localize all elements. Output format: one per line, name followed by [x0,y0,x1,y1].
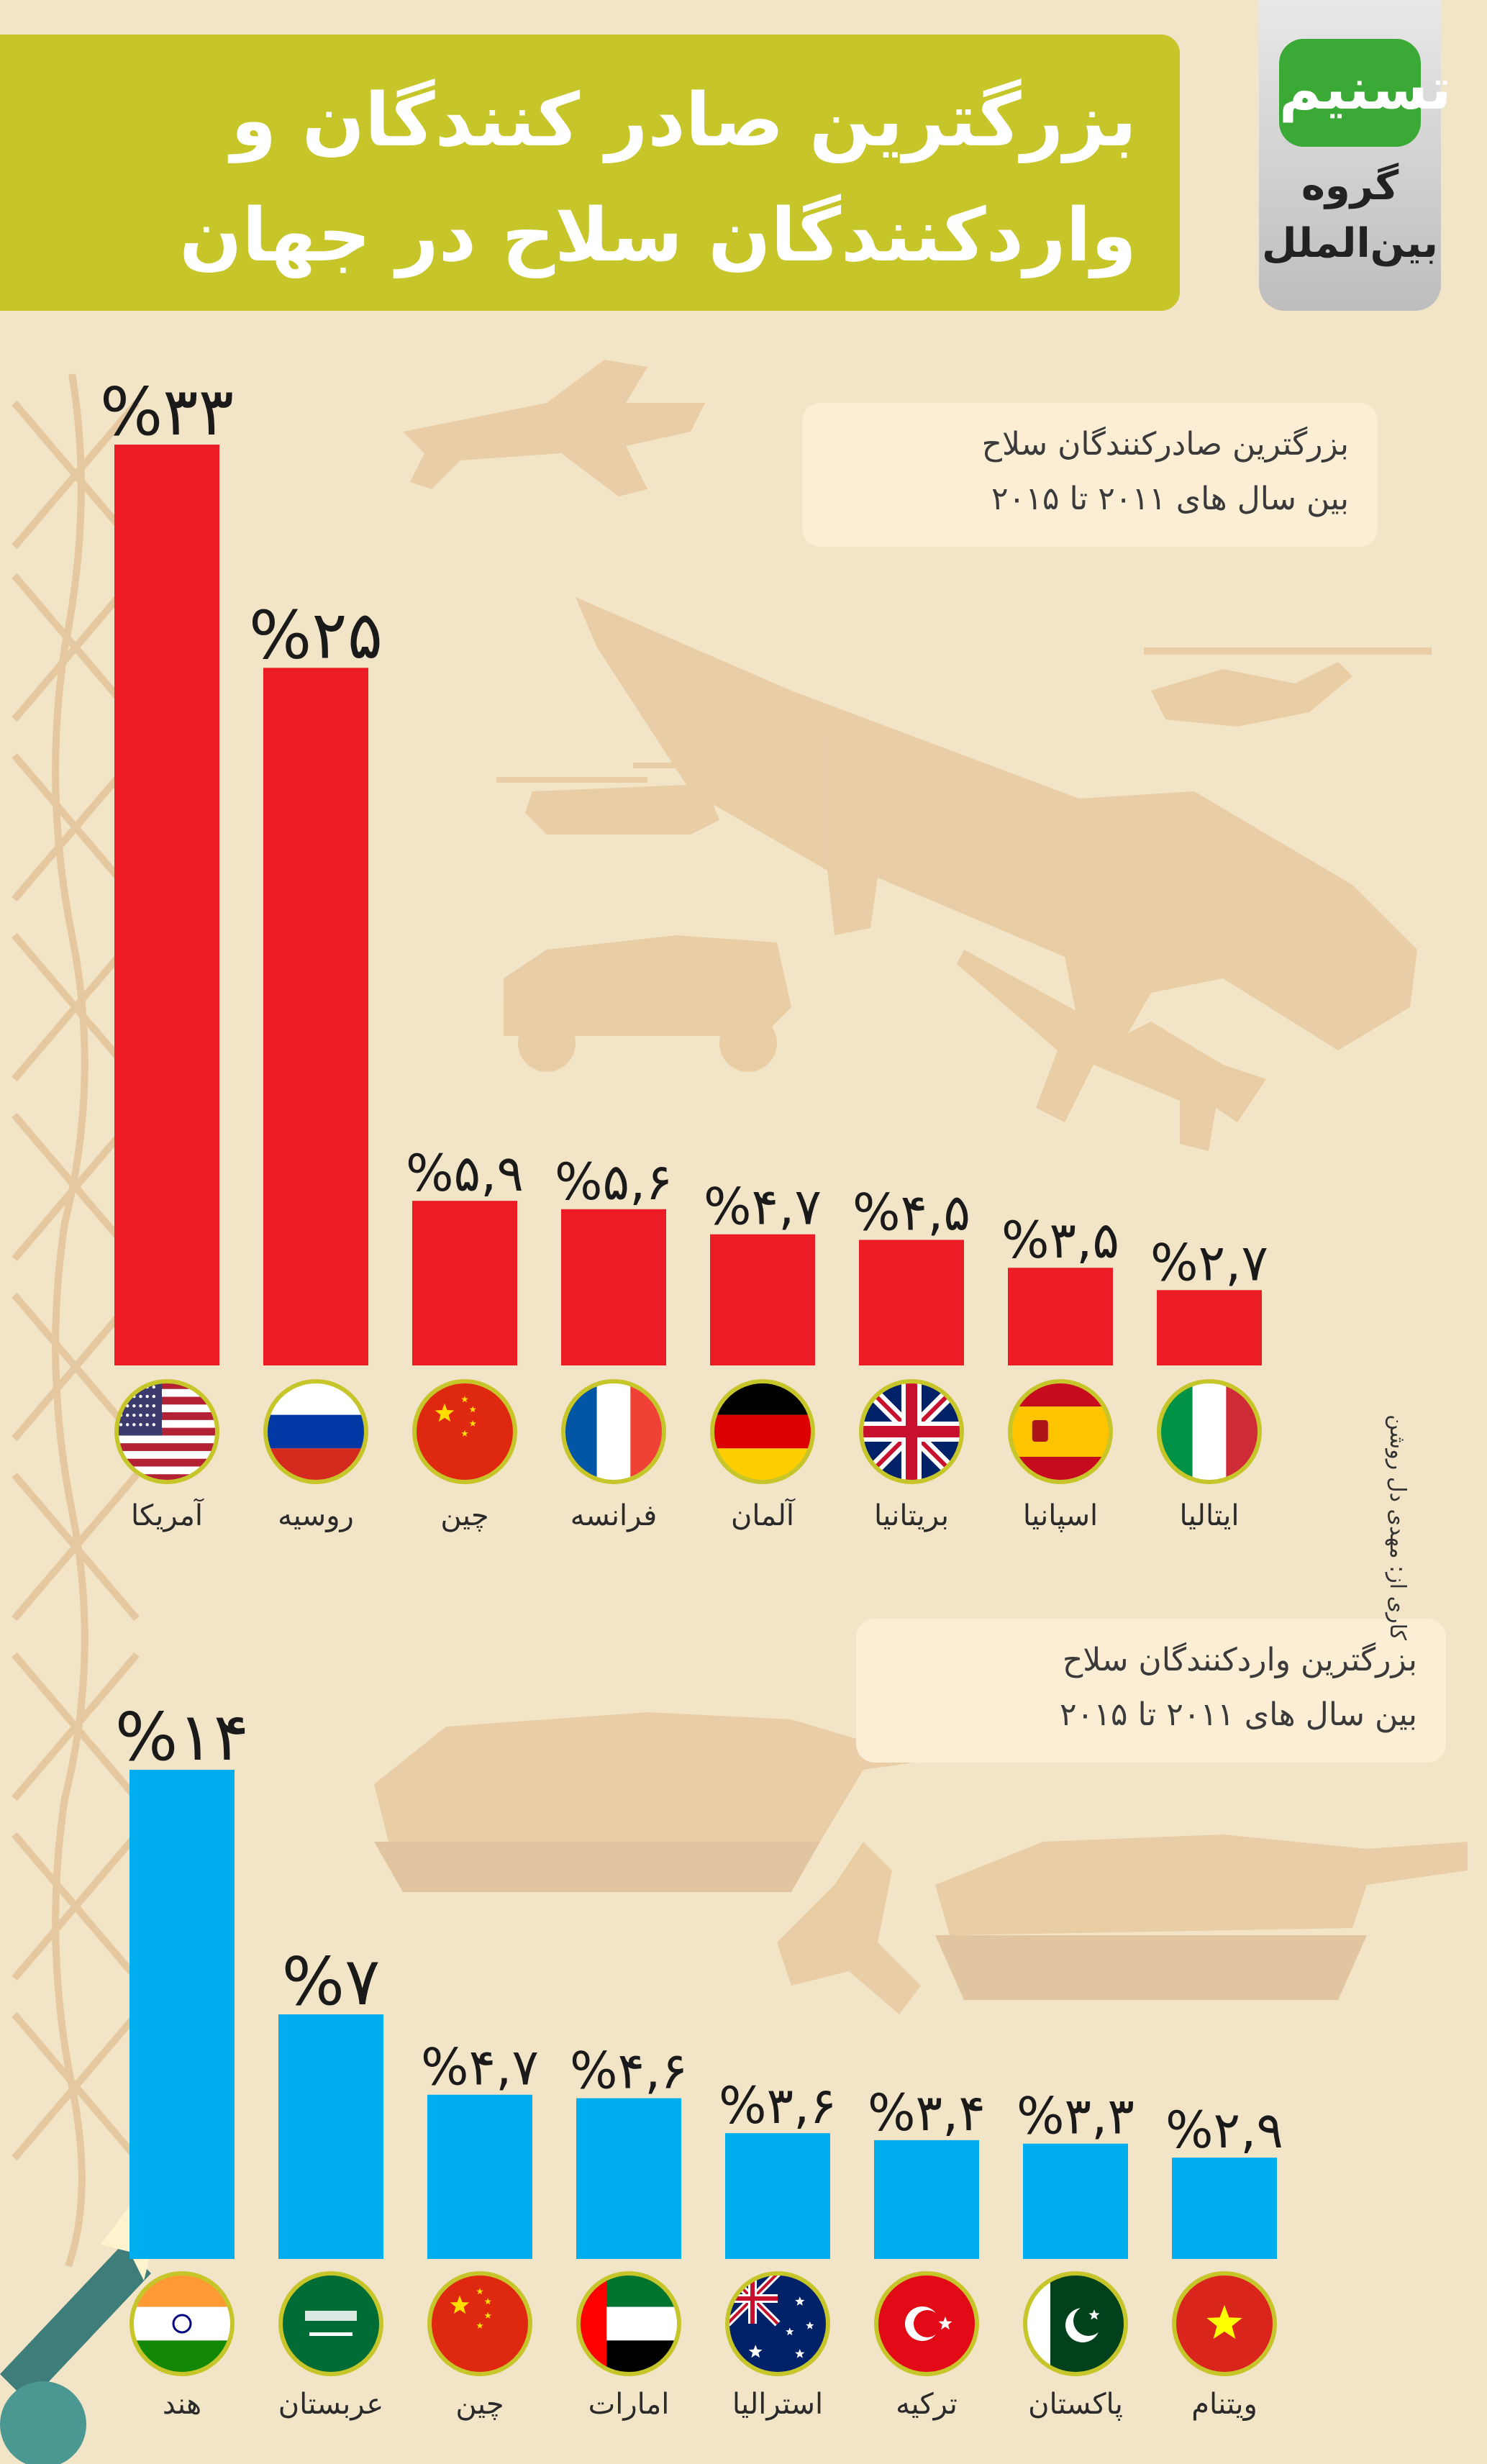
bar-export-0 [114,445,219,1365]
helicopter-silhouette [1144,647,1432,727]
china-flag [427,2271,532,2376]
value-label: %۲,۷ [1150,1233,1268,1292]
bar-export-5 [859,1240,964,1365]
value-label: %۷ [282,1943,381,2020]
category-label: بریتانیا [874,1499,949,1532]
category-label: چین [440,1499,488,1532]
exporters-title: بزرگترین صادرکنندگان سلاح [981,426,1349,463]
bar-import-4 [725,2133,830,2259]
category-label: فرانسه [570,1499,658,1532]
bar-export-2 [412,1201,517,1365]
bar-export-1 [263,668,368,1365]
category-label: عربستان [278,2388,383,2421]
category-label: ایتالیا [1180,1499,1240,1532]
value-label: %۵,۶ [555,1153,673,1211]
value-label: %۴,۷ [704,1178,822,1237]
exporters-chart: %۳۳ آمریکا %۲۵ روسیه %۵,۹ چین %۵,۶ فرانسه %۴,۷ آل… [100,373,1268,1532]
exporters-period: بین سال های ۲۰۱۱ تا ۲۰۱۵ [991,481,1349,517]
tank-silhouette-2 [935,1835,1468,1935]
publisher-logo: تسنیم گروه بین‌الملل [1259,0,1452,311]
china-flag [412,1379,517,1484]
italy-flag [1157,1379,1262,1484]
bar-import-3 [576,2098,681,2259]
importers-period: بین سال های ۲۰۱۱ تا ۲۰۱۵ [1060,1696,1417,1733]
australia-flag [725,2271,830,2376]
value-label: %۳,۵ [1001,1211,1119,1270]
bar-export-4 [710,1234,815,1365]
pakistan-flag [1023,2271,1128,2376]
france-flag [561,1379,666,1484]
usa-flag [114,1379,219,1484]
assault-rifle-silhouette [957,950,1266,1151]
category-label: اسپانیا [1023,1499,1098,1532]
title-line-2: واردکنندگان سلاح در جهان [179,193,1137,278]
value-label: %۵,۹ [406,1144,524,1203]
category-label: آلمان [731,1498,796,1532]
value-label: %۳,۶ [719,2076,837,2135]
bar-import-6 [1023,2143,1128,2259]
uae-flag [576,2271,681,2376]
title-banner: بزرگترین صادر کنندگان و واردکنندگان سلاح… [0,35,1180,311]
bar-export-7 [1157,1290,1262,1365]
logo-badge: تسنیم [1279,39,1452,147]
title-line-1: بزرگترین صادر کنندگان و [230,78,1137,163]
jeep-silhouette [504,935,791,1036]
importers-title: بزرگترین واردکنندگان سلاح [1062,1642,1417,1678]
value-label: %۲۵ [249,596,383,673]
importers-panel: بزرگترین واردکنندگان سلاح بین سال های ۲۰… [856,1619,1446,1763]
uk-flag [859,1379,964,1484]
rifle-silhouette [576,597,1417,1050]
value-label: %۳,۳ [1017,2087,1134,2146]
logo-group-label: گروه [1301,163,1399,209]
jet-silhouette [403,360,705,496]
category-label: هند [163,2388,201,2421]
exporters-panel: بزرگترین صادرکنندگان سلاح بین سال های ۲۰… [802,403,1378,547]
russia-flag [263,1379,368,1484]
category-label: ویتنام [1191,2388,1258,2421]
value-label: %۲,۹ [1165,2101,1283,2160]
vietnam-flag [1172,2271,1277,2376]
chinook-silhouette [496,763,741,835]
value-label: %۴,۶ [570,2042,688,2101]
saudi-flag [278,2271,383,2376]
bar-import-5 [874,2140,979,2259]
importers-chart: %۱۴ هند %۷ عربستان %۴,۷ چین %۴,۶ امارات %۳,۶ استر… [115,1699,1283,2421]
value-label: %۴,۷ [421,2038,539,2097]
value-label: %۳۳ [100,373,234,450]
category-label: ترکیه [896,2388,958,2421]
bar-export-6 [1008,1268,1113,1365]
soldier-silhouette [777,1842,921,2014]
value-label: %۱۴ [115,1699,249,1776]
india-flag [129,2271,235,2376]
category-label: آمریکا [131,1498,204,1532]
category-label: روسیه [278,1499,354,1532]
category-label: پاکستان [1028,2388,1123,2421]
category-label: چین [455,2388,504,2421]
logo-group-name: بین‌الملل [1262,220,1438,267]
bar-import-1 [278,2014,383,2259]
category-label: امارات [588,2388,670,2421]
turkey-flag [874,2271,979,2376]
bar-import-2 [427,2094,532,2259]
tank-silhouette [374,1712,964,1842]
category-label: استرالیا [732,2388,823,2421]
spain-flag [1008,1379,1113,1484]
value-label: %۳,۴ [868,2083,986,2142]
barbed-wire-decoration [12,373,140,2268]
value-label: %۴,۵ [852,1183,970,1242]
bar-export-3 [561,1209,666,1365]
bar-import-7 [1172,2158,1277,2259]
germany-flag [710,1379,815,1484]
bar-import-0 [129,1770,235,2259]
